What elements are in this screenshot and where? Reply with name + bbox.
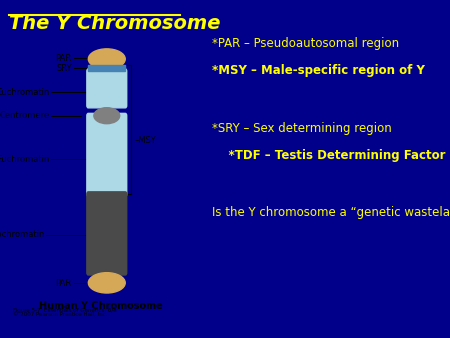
Text: PAR: PAR [55, 54, 72, 63]
Text: Is the Y chromosome a “genetic wasteland”?: Is the Y chromosome a “genetic wasteland… [212, 207, 450, 219]
Text: Heterochromatin: Heterochromatin [0, 231, 44, 239]
Text: Euchromatin: Euchromatin [0, 88, 50, 97]
FancyBboxPatch shape [87, 69, 127, 108]
Text: Euchromatin: Euchromatin [0, 155, 50, 164]
Text: *PAR – Pseudoautosomal region: *PAR – Pseudoautosomal region [212, 38, 399, 50]
Text: SRY: SRY [56, 64, 72, 73]
Text: © 2007 Pearson Prentice Hall, Inc.: © 2007 Pearson Prentice Hall, Inc. [13, 311, 107, 316]
Text: Figure 5-7  Essentials of Genetics, 6/e: Figure 5-7 Essentials of Genetics, 6/e [13, 308, 116, 313]
Ellipse shape [94, 108, 120, 124]
Text: *MSY – Male-specific region of Y: *MSY – Male-specific region of Y [212, 65, 424, 77]
Text: –MSY: –MSY [135, 136, 156, 145]
FancyBboxPatch shape [87, 192, 127, 275]
Text: Human Y Chromosome: Human Y Chromosome [40, 301, 163, 311]
Text: *SRY – Sex determining region: *SRY – Sex determining region [212, 122, 391, 135]
FancyBboxPatch shape [87, 113, 127, 196]
Text: Centromere: Centromere [0, 111, 50, 120]
Text: The Y Chromosome: The Y Chromosome [9, 14, 220, 32]
Text: *TDF – Testis Determining Factor: *TDF – Testis Determining Factor [212, 149, 445, 162]
Ellipse shape [88, 273, 125, 293]
Bar [88, 65, 125, 71]
Ellipse shape [88, 49, 125, 69]
Text: PAR: PAR [55, 279, 72, 288]
